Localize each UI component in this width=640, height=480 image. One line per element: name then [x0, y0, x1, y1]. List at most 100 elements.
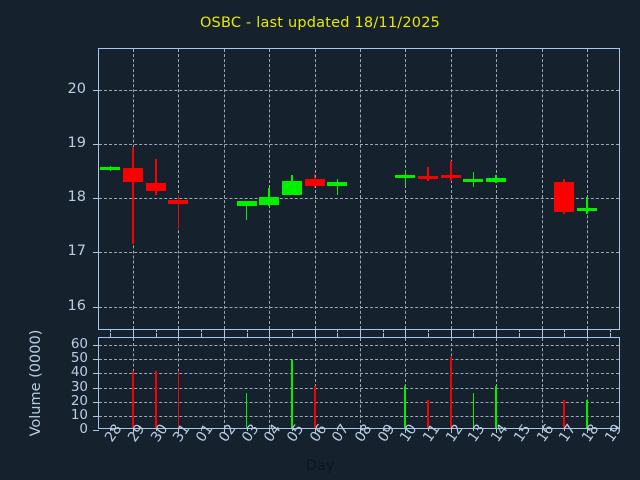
candle-body: [145, 182, 166, 191]
candle-wick: [586, 197, 588, 215]
volume-bar: [313, 385, 316, 428]
day-tick: [609, 428, 611, 431]
candle-body: [418, 176, 439, 180]
day-tick: [405, 428, 407, 433]
volume-bar: [177, 371, 180, 428]
chart-title: OSBC - last updated 18/11/2025: [199, 15, 441, 31]
day-tick: [246, 333, 248, 338]
day-tick: [496, 329, 498, 334]
day-tick: [246, 428, 248, 431]
day-tick: [518, 428, 520, 431]
day-tick: [609, 333, 611, 338]
volume-tick-label: 50: [70, 350, 88, 367]
volume-gridline: [99, 373, 619, 375]
volume-bar: [245, 392, 248, 428]
candle-wick: [245, 200, 248, 220]
day-tick: [518, 333, 520, 338]
candle-body: [100, 166, 121, 170]
candle-body: [554, 181, 575, 212]
price-gridline: [99, 252, 619, 254]
day-tick: [155, 428, 157, 431]
day-tick: [541, 333, 543, 338]
price-plot-area: [93, 48, 620, 334]
volume-bar: [154, 371, 157, 428]
day-gridline: [496, 49, 498, 329]
day-tick: [450, 329, 452, 334]
volume-tick-label: 60: [70, 336, 88, 353]
price-tick-label: 16: [67, 297, 86, 314]
price-gridline: [99, 198, 619, 200]
day-gridline: [223, 338, 225, 428]
volume-gridline: [99, 359, 619, 361]
day-tick: [133, 333, 135, 338]
day-tick: [269, 333, 271, 338]
volume-bar: [291, 360, 293, 428]
volume-bar: [495, 385, 498, 428]
day-tick: [428, 333, 430, 338]
volume-plot-area: [93, 333, 620, 433]
volume-tick: [93, 401, 99, 403]
price-tick-label: 19: [67, 134, 86, 151]
price-gridline: [99, 143, 619, 145]
candle-wick: [177, 195, 180, 228]
day-tick: [291, 428, 293, 431]
day-tick: [223, 333, 225, 338]
day-tick: [450, 428, 452, 433]
day-tick: [337, 333, 339, 338]
day-gridline: [269, 338, 271, 428]
candle-body: [486, 177, 507, 182]
volume-gridline: [99, 387, 619, 389]
day-gridline: [360, 49, 361, 329]
candle-body: [123, 168, 144, 182]
day-gridline: [450, 49, 452, 329]
day-gridline: [541, 338, 543, 428]
candle-wick: [154, 159, 157, 196]
volume-bar: [586, 399, 588, 428]
volume-bar: [563, 399, 566, 428]
day-tick: [564, 329, 566, 332]
candle-body: [463, 178, 484, 182]
price-tick-label: 20: [67, 80, 86, 97]
candle-body: [259, 197, 280, 205]
day-tick: [405, 333, 407, 338]
volume-gridline: [99, 345, 619, 347]
volume-tick-label: 10: [70, 406, 88, 423]
price-tick-label: 17: [67, 243, 86, 260]
volume-tick-label: 0: [79, 421, 88, 437]
day-gridline: [586, 49, 588, 329]
candle-wick: [132, 146, 134, 245]
day-gridline: [586, 338, 588, 428]
volume-bar: [427, 399, 429, 428]
day-tick: [269, 428, 271, 433]
volume-gridline: [99, 415, 619, 417]
day-tick: [382, 329, 384, 332]
day-gridline: [360, 338, 361, 428]
price-tick: [93, 306, 99, 308]
candle-wick: [449, 161, 452, 181]
candle-body: [576, 207, 597, 211]
day-tick: [586, 428, 588, 433]
day-tick: [450, 333, 452, 338]
candle-body: [304, 179, 325, 187]
day-tick: [382, 333, 384, 338]
day-tick: [360, 329, 361, 334]
day-tick: [496, 333, 498, 338]
candle-body: [281, 180, 302, 196]
day-tick: [133, 329, 135, 334]
price-gridline: [99, 89, 619, 91]
day-tick: [586, 333, 588, 338]
day-tick: [609, 329, 611, 332]
day-tick: [155, 329, 157, 332]
day-tick: [201, 329, 203, 332]
volume-tick: [93, 430, 99, 431]
volume-tick: [93, 415, 99, 417]
day-tick: [178, 333, 180, 338]
day-axis-title: Day: [305, 458, 335, 474]
day-tick: [541, 329, 543, 334]
day-tick: [223, 428, 225, 433]
candle-body: [440, 175, 461, 179]
price-gridline: [99, 306, 619, 308]
volume-tick-label: 40: [70, 364, 88, 381]
volume-gridline: [99, 401, 619, 403]
